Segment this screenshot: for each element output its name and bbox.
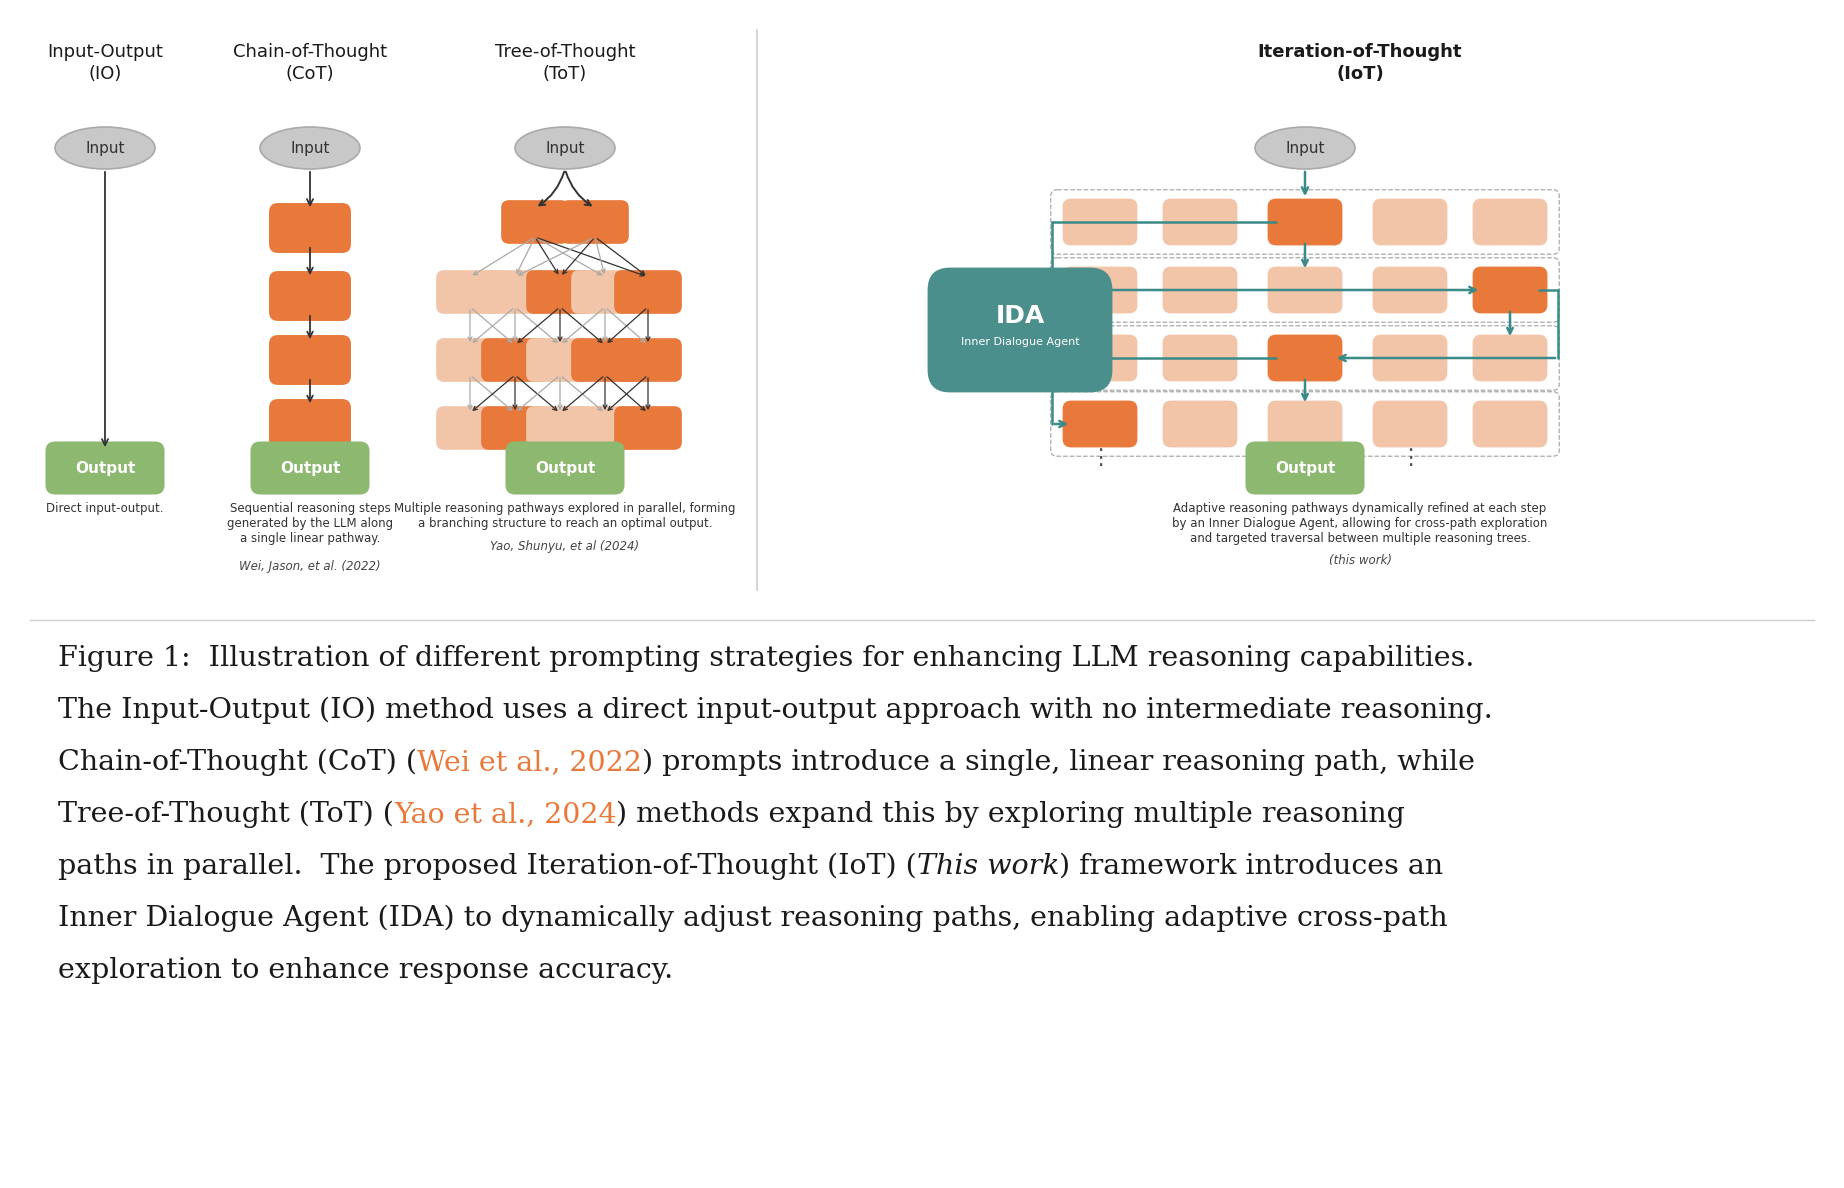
- Text: (ToT): (ToT): [542, 65, 586, 83]
- Text: Inner Dialogue Agent (IDA) to dynamically adjust reasoning paths, enabling adapt: Inner Dialogue Agent (IDA) to dynamicall…: [57, 905, 1448, 933]
- Text: IDA: IDA: [996, 304, 1044, 328]
- Text: (IoT): (IoT): [1337, 65, 1383, 83]
- FancyBboxPatch shape: [1062, 400, 1138, 448]
- FancyBboxPatch shape: [572, 339, 638, 381]
- FancyBboxPatch shape: [614, 270, 682, 314]
- Text: Output: Output: [535, 461, 596, 475]
- FancyBboxPatch shape: [1473, 400, 1547, 448]
- Text: paths in parallel.  The proposed Iteration-of-Thought (IoT) (: paths in parallel. The proposed Iteratio…: [57, 853, 916, 880]
- Text: Chain-of-Thought: Chain-of-Thought: [232, 43, 387, 61]
- Text: Tree-of-Thought: Tree-of-Thought: [494, 43, 634, 61]
- Text: ) methods expand this by exploring multiple reasoning: ) methods expand this by exploring multi…: [616, 801, 1405, 828]
- FancyBboxPatch shape: [437, 406, 503, 450]
- FancyBboxPatch shape: [437, 339, 503, 381]
- FancyBboxPatch shape: [46, 442, 164, 494]
- FancyBboxPatch shape: [614, 339, 682, 381]
- FancyBboxPatch shape: [1372, 266, 1448, 314]
- Ellipse shape: [514, 127, 616, 169]
- FancyBboxPatch shape: [1062, 335, 1138, 381]
- Text: ⋮: ⋮: [503, 450, 526, 470]
- FancyBboxPatch shape: [614, 406, 682, 450]
- Text: Sequential reasoning steps
generated by the LLM along
a single linear pathway.: Sequential reasoning steps generated by …: [227, 503, 393, 545]
- Ellipse shape: [55, 127, 155, 169]
- FancyBboxPatch shape: [526, 339, 594, 381]
- Text: Chain-of-Thought (CoT) (: Chain-of-Thought (CoT) (: [57, 748, 417, 777]
- FancyBboxPatch shape: [526, 406, 594, 450]
- Text: Input: Input: [290, 140, 330, 156]
- FancyBboxPatch shape: [1162, 335, 1237, 381]
- FancyBboxPatch shape: [481, 339, 550, 381]
- Text: Output: Output: [76, 461, 135, 475]
- Text: Output: Output: [280, 461, 339, 475]
- FancyBboxPatch shape: [928, 267, 1112, 392]
- FancyBboxPatch shape: [1062, 198, 1138, 246]
- Text: (this work): (this work): [1328, 554, 1392, 567]
- FancyBboxPatch shape: [1267, 400, 1342, 448]
- FancyBboxPatch shape: [502, 200, 568, 244]
- Text: Yao et al., 2024: Yao et al., 2024: [395, 801, 616, 828]
- Text: ) framework introduces an: ) framework introduces an: [1058, 853, 1444, 880]
- FancyBboxPatch shape: [251, 442, 369, 494]
- Text: Iteration-of-Thought: Iteration-of-Thought: [1258, 43, 1462, 61]
- Text: Input-Output: Input-Output: [48, 43, 162, 61]
- Ellipse shape: [1256, 127, 1355, 169]
- FancyBboxPatch shape: [526, 270, 594, 314]
- Text: ⋮: ⋮: [1294, 448, 1317, 468]
- Text: This work: This work: [916, 853, 1058, 880]
- Text: Input: Input: [1285, 140, 1324, 156]
- Text: Wei, Jason, et al. (2022): Wei, Jason, et al. (2022): [240, 560, 382, 573]
- Text: ⋮: ⋮: [594, 450, 616, 470]
- FancyBboxPatch shape: [1267, 335, 1342, 381]
- Text: Direct input-output.: Direct input-output.: [46, 503, 164, 516]
- FancyBboxPatch shape: [1162, 198, 1237, 246]
- Text: exploration to enhance response accuracy.: exploration to enhance response accuracy…: [57, 958, 673, 984]
- FancyBboxPatch shape: [1267, 266, 1342, 314]
- FancyBboxPatch shape: [1162, 400, 1237, 448]
- Text: Inner Dialogue Agent: Inner Dialogue Agent: [961, 337, 1079, 347]
- FancyBboxPatch shape: [1473, 335, 1547, 381]
- Text: Wei et al., 2022: Wei et al., 2022: [417, 748, 642, 776]
- FancyBboxPatch shape: [561, 200, 629, 244]
- FancyBboxPatch shape: [1267, 198, 1342, 246]
- FancyBboxPatch shape: [269, 271, 350, 321]
- Text: Input: Input: [85, 140, 125, 156]
- Text: Yao, Shunyu, et al (2024): Yao, Shunyu, et al (2024): [491, 541, 640, 552]
- FancyBboxPatch shape: [1062, 266, 1138, 314]
- FancyBboxPatch shape: [481, 406, 550, 450]
- Text: Adaptive reasoning pathways dynamically refined at each step
by an Inner Dialogu: Adaptive reasoning pathways dynamically …: [1173, 503, 1547, 545]
- FancyBboxPatch shape: [481, 270, 550, 314]
- FancyBboxPatch shape: [572, 270, 638, 314]
- FancyBboxPatch shape: [505, 442, 625, 494]
- Text: ⋮: ⋮: [550, 450, 572, 470]
- FancyBboxPatch shape: [269, 399, 350, 449]
- FancyBboxPatch shape: [1162, 266, 1237, 314]
- Text: Input: Input: [546, 140, 585, 156]
- Text: Tree-of-Thought (ToT) (: Tree-of-Thought (ToT) (: [57, 801, 395, 828]
- Text: The Input-Output (IO) method uses a direct input-output approach with no interme: The Input-Output (IO) method uses a dire…: [57, 697, 1494, 725]
- Text: ⋮: ⋮: [297, 441, 325, 469]
- FancyBboxPatch shape: [1245, 442, 1365, 494]
- Text: ) prompts introduce a single, linear reasoning path, while: ) prompts introduce a single, linear rea…: [642, 748, 1475, 777]
- Text: ⋮: ⋮: [1088, 448, 1112, 468]
- FancyBboxPatch shape: [1473, 266, 1547, 314]
- FancyBboxPatch shape: [572, 406, 638, 450]
- FancyBboxPatch shape: [1372, 198, 1448, 246]
- Text: (CoT): (CoT): [286, 65, 334, 83]
- FancyBboxPatch shape: [437, 270, 503, 314]
- Text: Output: Output: [1274, 461, 1335, 475]
- Text: (IO): (IO): [89, 65, 122, 83]
- FancyBboxPatch shape: [269, 203, 350, 253]
- FancyBboxPatch shape: [1372, 400, 1448, 448]
- Text: Figure 1:  Illustration of different prompting strategies for enhancing LLM reas: Figure 1: Illustration of different prom…: [57, 645, 1475, 672]
- FancyBboxPatch shape: [269, 335, 350, 385]
- Ellipse shape: [260, 127, 360, 169]
- Text: ⋮: ⋮: [1400, 448, 1422, 468]
- Text: Multiple reasoning pathways explored in parallel, forming
a branching structure : Multiple reasoning pathways explored in …: [395, 503, 736, 530]
- FancyBboxPatch shape: [1372, 335, 1448, 381]
- FancyBboxPatch shape: [1473, 198, 1547, 246]
